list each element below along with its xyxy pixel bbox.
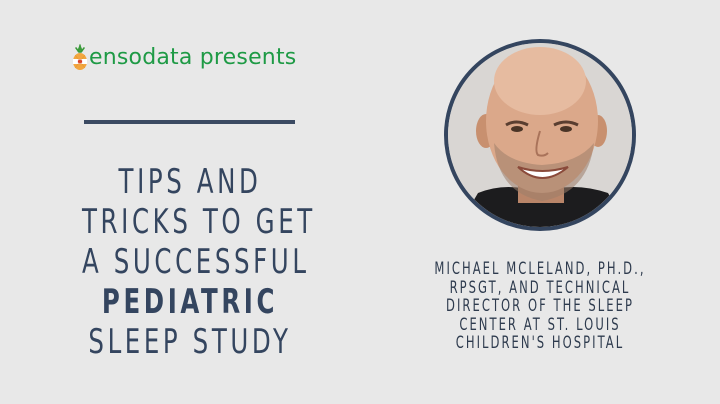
- bio-line: MICHAEL MCLELAND, PH.D.,: [434, 259, 646, 279]
- title-line: A SUCCESSFUL: [81, 242, 310, 282]
- bio-line: CENTER AT ST. LOUIS: [459, 314, 621, 335]
- bio-line: DIRECTOR OF THE SLEEP: [446, 296, 634, 316]
- divider-line: [84, 120, 295, 124]
- title-line: TRICKS TO GET: [81, 202, 316, 242]
- brand-name: ensodata presents: [89, 45, 297, 70]
- bio-line: CHILDREN'S HOSPITAL: [455, 333, 625, 353]
- speaker-bio: MICHAEL MCLELAND, PH.D., RPSGT, AND TECH…: [431, 260, 649, 353]
- presentation-title: TIPS AND TRICKS TO GET A SUCCESSFUL PEDI…: [81, 162, 316, 362]
- bio-line: RPSGT, AND TECHNICAL: [449, 277, 631, 298]
- pineapple-icon: [73, 44, 87, 70]
- speaker-photo: [444, 39, 636, 231]
- title-line: TIPS AND: [118, 162, 262, 202]
- title-line-emphasized: PEDIATRIC: [101, 282, 279, 322]
- speaker-portrait-image: [448, 43, 632, 227]
- brand-header: ensodata presents: [72, 44, 296, 72]
- title-line: SLEEP STUDY: [88, 322, 292, 362]
